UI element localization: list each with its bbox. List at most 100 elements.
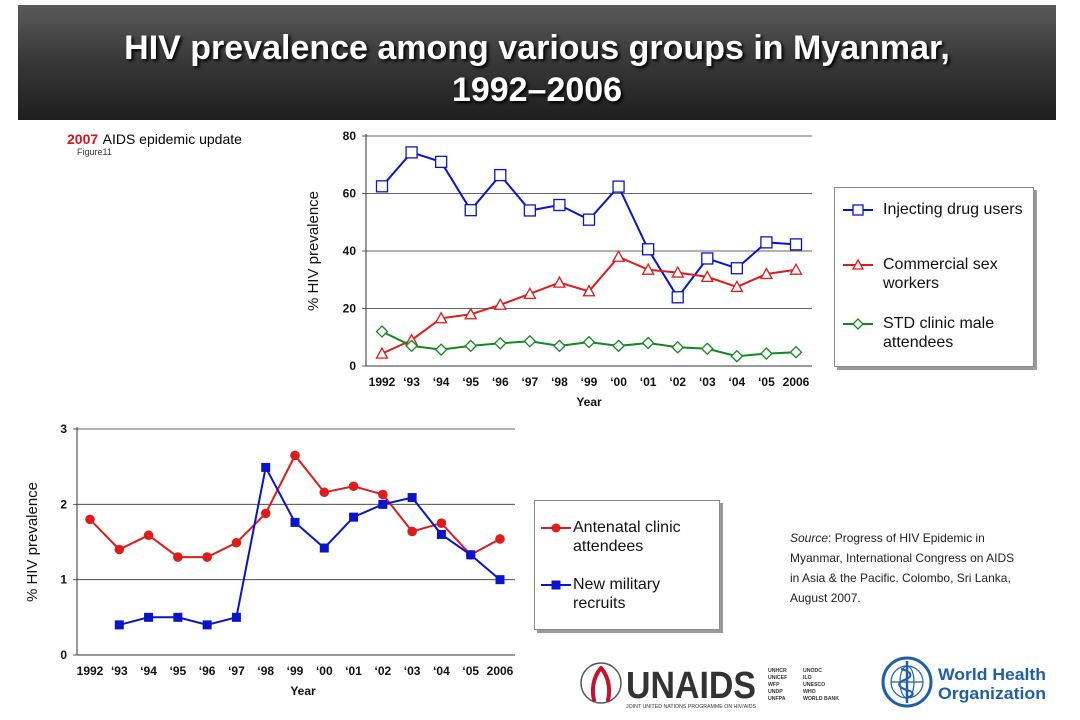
- bottom-chart-ytick-label: 0: [60, 648, 67, 662]
- figure-publication: AIDS epidemic update: [102, 131, 242, 147]
- bottom-chart-series-1-point: [144, 612, 154, 622]
- bottom-chart-xtick-label: ‘93: [111, 664, 128, 678]
- bottom-chart-series-1-point: [407, 493, 417, 503]
- bottom-chart-series-0-point: [173, 552, 183, 562]
- top-chart-xtick-label: 2006: [783, 375, 810, 389]
- who-line-2: Organization: [938, 684, 1046, 703]
- top-chart-ytick-label: 20: [343, 302, 357, 316]
- bottom-chart-series-0-point: [85, 514, 95, 525]
- bottom-chart-series-1-point: [114, 620, 124, 630]
- top-chart-series-0-point: [701, 252, 714, 265]
- legend-bottom-markers: [541, 523, 571, 590]
- bottom-chart-series-1-point: [202, 620, 212, 630]
- svg-text:UNFPA: UNFPA: [768, 696, 786, 702]
- top-chart-series-1-point: [375, 346, 389, 359]
- bottom-chart-series-0-point: [290, 450, 300, 461]
- top-chart-series-0-point: [789, 238, 803, 251]
- top-chart-series-0-point: [464, 204, 477, 217]
- bottom-chart-series-0-point: [407, 526, 417, 537]
- bottom-chart-xtick-label: ‘03: [404, 664, 421, 678]
- legend-item-idu: Injecting drug users: [883, 201, 1023, 218]
- legend-top: Injecting drug users Commercial sex work…: [834, 187, 1034, 367]
- top-chart-xtick-label: ‘96: [492, 375, 509, 389]
- top-chart-xtick-label: ‘03: [699, 375, 716, 389]
- legend-circle-icon: [551, 523, 561, 533]
- unaids-tagline: JOINT UNITED NATIONS PROGRAMME ON HIV/AI…: [626, 704, 756, 710]
- top-chart-xtick-label: ‘00: [610, 375, 627, 389]
- top-chart-series-2-point: [700, 342, 714, 356]
- bottom-chart-series-1-point: [466, 550, 476, 560]
- top-chart-xtick-label: ‘98: [551, 375, 568, 389]
- top-chart-series-2-point: [553, 339, 566, 353]
- bottom-chart-xtick-label: ‘98: [257, 664, 274, 678]
- bottom-chart-y-axis-label: % HIV prevalence: [24, 482, 41, 602]
- who-line-1: World Health: [938, 665, 1046, 684]
- bottom-chart-xtick-label: ‘00: [316, 664, 333, 678]
- top-chart-series-1-point: [730, 280, 744, 293]
- bottom-chart-series-line-0: [89, 453, 501, 559]
- top-chart-series-0-point: [553, 198, 566, 212]
- bottom-chart-xtick-label: 2006: [487, 664, 514, 678]
- top-chart-series-0-point: [760, 236, 773, 249]
- top-chart-series-0-point: [494, 168, 507, 182]
- top-chart-series-0-point: [434, 155, 448, 169]
- bottom-chart-series-0-point: [260, 508, 271, 519]
- top-chart-series-1-point: [464, 307, 478, 320]
- title-banner: HIV prevalence among various groups in M…: [18, 5, 1056, 120]
- bottom-chart-series-1-point: [290, 517, 300, 527]
- top-chart-series-1-point: [582, 284, 596, 297]
- top-chart-xtick-label: ‘02: [669, 375, 686, 389]
- top-chart-xtick-label: ‘95: [462, 375, 479, 389]
- top-chart-y-axis-label: % HIV prevalence: [305, 191, 322, 311]
- top-chart-ytick-label: 0: [349, 359, 356, 373]
- legend-item-anc: Antenatal clinic attendees: [573, 519, 681, 555]
- unaids-logo: UNAIDS JOINT UNITED NATIONS PROGRAMME ON…: [580, 662, 839, 710]
- top-chart-x-axis-label: Year: [576, 395, 602, 409]
- top-chart-xtick-label: ‘99: [581, 375, 598, 389]
- top-chart-series-2-point: [641, 336, 655, 350]
- top-chart-series-0-point: [582, 213, 596, 226]
- bottom-chart-ytick-label: 2: [60, 497, 67, 511]
- bottom-chart-series-1-point: [495, 575, 505, 585]
- top-chart-series-0-point: [730, 262, 744, 275]
- bottom-chart-series-1-point: [349, 512, 359, 522]
- top-chart-xtick-label: ‘94: [433, 375, 450, 389]
- top-chart-series-2-point: [493, 336, 507, 350]
- legend-item-std: STD clinic male attendees: [883, 315, 995, 351]
- top-chart-series-0-point: [671, 291, 684, 304]
- top-chart-ytick-label: 80: [343, 129, 357, 143]
- source-text: : Progress of HIV Epidemic in Myanmar, I…: [790, 531, 1015, 605]
- top-chart-series-2-point: [434, 343, 448, 357]
- svg-text:UNDP: UNDP: [768, 689, 783, 695]
- bottom-chart-ytick-label: 3: [60, 422, 67, 436]
- bottom-chart-series-1-point: [319, 543, 329, 553]
- bottom-chart-xtick-label: ‘97: [228, 664, 245, 678]
- bottom-chart-xtick-label: 1992: [77, 664, 104, 678]
- bottom-chart-xtick-label: ‘01: [345, 664, 362, 678]
- top-chart-series-1-point: [759, 267, 774, 280]
- bottom-chart-xtick-label: ‘96: [199, 664, 216, 678]
- legend-top-markers: [843, 204, 873, 330]
- top-chart-series-0-point: [612, 180, 625, 193]
- top-chart-series-1-point: [700, 270, 714, 283]
- top-chart-series-1-point: [523, 286, 537, 299]
- bottom-chart-series-0-point: [378, 489, 388, 500]
- bottom-chart-xtick-label: ‘94: [140, 664, 157, 678]
- top-chart-series-1-point: [611, 249, 626, 262]
- top-chart-ytick-label: 40: [343, 244, 357, 258]
- top-chart-xtick-label: ‘05: [758, 375, 775, 389]
- un-emblem-icon: [580, 662, 622, 704]
- top-chart-series-2-point: [375, 325, 389, 338]
- svg-text:WFP: WFP: [768, 682, 780, 688]
- bottom-chart-xtick-label: ‘04: [433, 664, 450, 678]
- bottom-chart-series-0-point: [348, 481, 359, 492]
- title-line-2: 1992–2006: [451, 71, 623, 109]
- top-chart-xtick-label: ‘93: [403, 375, 420, 389]
- top-chart-series-2-point: [405, 339, 418, 353]
- svg-text:ILO: ILO: [803, 675, 812, 681]
- bottom-chart-series-0-point: [202, 552, 212, 562]
- top-chart-series-1-point: [434, 311, 448, 324]
- bottom-chart-series-0-point: [319, 487, 330, 498]
- top-chart-series-2-point: [464, 339, 478, 353]
- bottom-chart-series-line-1: [119, 464, 501, 626]
